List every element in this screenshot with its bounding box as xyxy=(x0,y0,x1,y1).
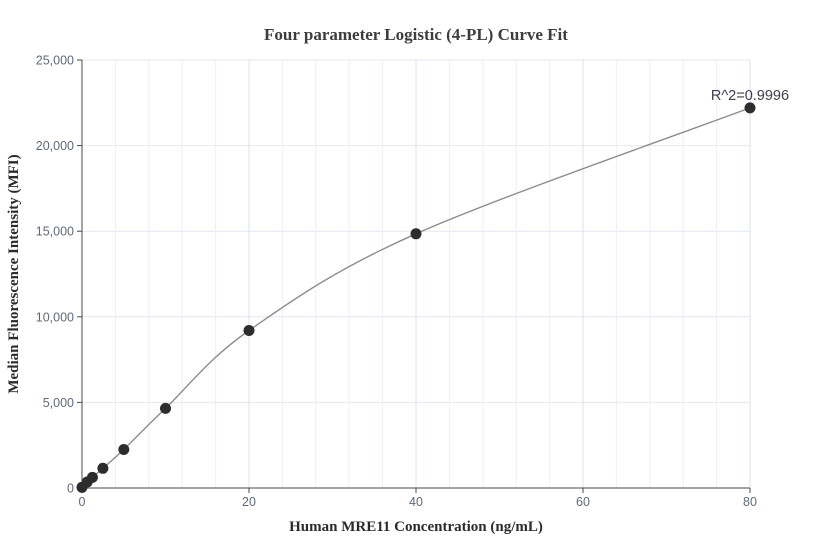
x-tick-label: 80 xyxy=(743,495,757,509)
data-point xyxy=(97,462,109,474)
chart-title: Four parameter Logistic (4-PL) Curve Fit xyxy=(264,25,568,44)
y-tick-labels: 0 5,000 10,000 15,000 20,000 25,000 xyxy=(36,54,74,496)
y-tick-label: 15,000 xyxy=(36,225,74,239)
data-point xyxy=(744,102,756,114)
y-tick-label: 10,000 xyxy=(36,310,74,324)
y-tick-label: 5,000 xyxy=(43,396,74,410)
y-tick-label: 20,000 xyxy=(36,139,74,153)
x-tick-labels: 0 20 40 60 80 xyxy=(79,495,757,509)
x-tick-label: 60 xyxy=(576,495,590,509)
data-point xyxy=(410,228,422,240)
tick-marks xyxy=(77,59,751,493)
data-point xyxy=(118,444,130,455)
data-point xyxy=(243,325,255,336)
x-tick-label: 40 xyxy=(409,495,423,509)
x-axis-title: Human MRE11 Concentration (ng/mL) xyxy=(289,519,543,535)
y-tick-label: 0 xyxy=(67,482,74,496)
r-squared-annotation: R^2=0.9996 xyxy=(711,88,789,104)
y-tick-label: 25,000 xyxy=(36,54,74,68)
y-axis-title: Median Fluorescence Intensity (MFI) xyxy=(6,154,22,393)
x-tick-label: 0 xyxy=(79,495,86,509)
x-gridlines xyxy=(114,60,751,488)
data-point xyxy=(86,471,98,483)
data-points xyxy=(76,102,756,493)
x-tick-label: 20 xyxy=(242,495,256,509)
data-point xyxy=(160,402,171,414)
